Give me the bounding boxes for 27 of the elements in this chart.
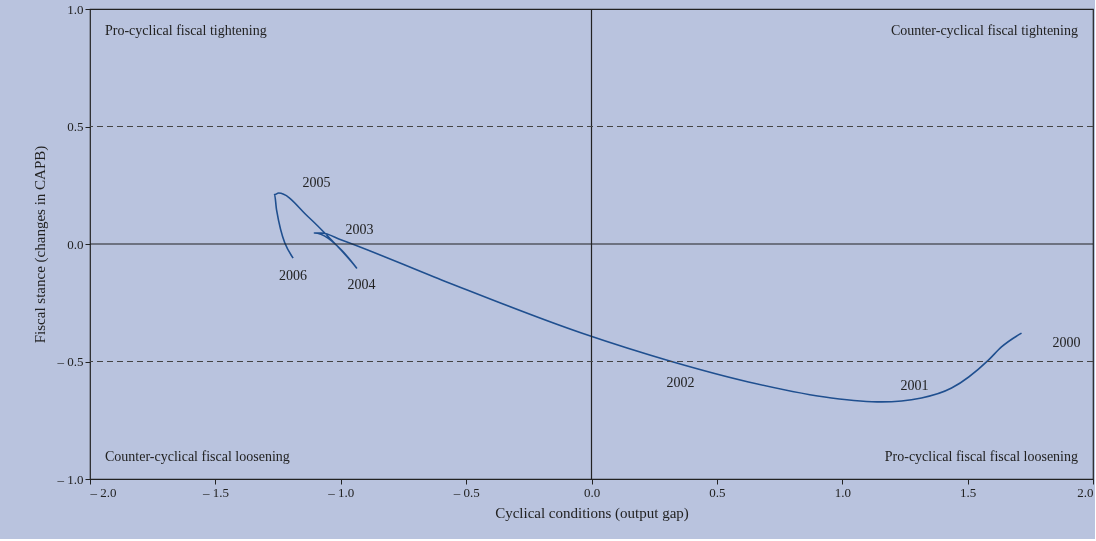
- annotation: Counter-cyclical fiscal loosening: [105, 449, 290, 464]
- annotation: 2003: [345, 221, 374, 237]
- x-tick-label: 1.5: [960, 484, 977, 500]
- y-tick-label: – 0.5: [56, 354, 84, 369]
- x-tick-label: 2.0: [1077, 484, 1094, 500]
- annotation: 2000: [1052, 335, 1081, 351]
- x-tick-label: – 0.5: [452, 484, 480, 500]
- annotation: Pro-cyclical fiscal fiscal loosening: [884, 449, 1078, 464]
- x-tick-label: 1.0: [834, 484, 851, 500]
- y-tick-label: – 1.0: [56, 471, 84, 487]
- annotation: 2006: [279, 268, 308, 284]
- annotation: 2001: [900, 377, 929, 393]
- x-tick-label: – 1.5: [201, 484, 229, 500]
- annotation: Pro-cyclical fiscal tightening: [105, 23, 267, 38]
- y-tick-label: 0.0: [67, 236, 84, 252]
- x-tick-label: – 1.0: [327, 484, 355, 500]
- x-tick-label: – 2.0: [89, 484, 117, 500]
- annotation: Counter-cyclical fiscal tightening: [890, 23, 1078, 38]
- x-axis-title: Cyclical conditions (output gap): [495, 504, 689, 522]
- x-tick-label: 0.0: [583, 484, 601, 500]
- annotation: 2004: [347, 276, 376, 292]
- annotation: 2005: [302, 175, 331, 191]
- y-tick-label: 1.0: [67, 1, 84, 17]
- y-tick-label: 0.5: [67, 119, 84, 134]
- x-tick-label: 0.5: [709, 484, 726, 500]
- annotation: 2002: [666, 374, 695, 390]
- y-axis-title: Fiscal stance (changes in CAPB): [31, 145, 49, 344]
